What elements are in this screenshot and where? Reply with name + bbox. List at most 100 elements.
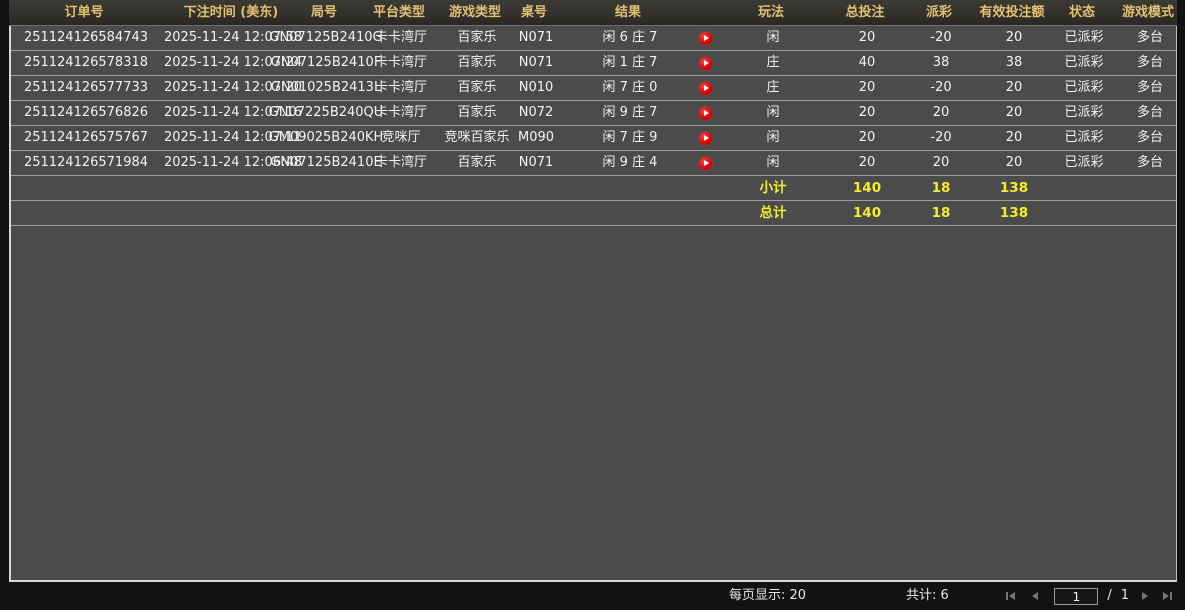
- cell-game_mode: 多台: [1136, 80, 1163, 95]
- play-icon[interactable]: [699, 32, 712, 45]
- cell-platform: 卡卡湾厅: [374, 105, 427, 120]
- column-header-payout[interactable]: 派彩: [925, 5, 952, 20]
- cell-game_type: 百家乐: [457, 105, 497, 120]
- cell-table_no: N071: [518, 155, 554, 170]
- total-pages-label: 1: [1120, 588, 1129, 603]
- play-icon[interactable]: [699, 107, 712, 120]
- cell-game_type: 百家乐: [457, 30, 497, 45]
- cell-result: 闲 9 庄 4: [602, 155, 658, 170]
- cell-total_bet: 20: [858, 80, 876, 95]
- prev-page-icon[interactable]: [1030, 589, 1045, 603]
- column-header-game_type[interactable]: 游戏类型: [448, 5, 501, 20]
- cell-status: 已派彩: [1064, 130, 1104, 145]
- pager: / 1: [1006, 582, 1177, 610]
- total-count-label: 共计: 6: [906, 588, 949, 603]
- cell-play_type: 闲: [766, 30, 780, 45]
- cell-valid_bet: 20: [1005, 130, 1023, 145]
- cell-table_no: M090: [517, 130, 555, 145]
- cell-payout: -20: [930, 30, 952, 45]
- column-header-round_no[interactable]: 局号: [310, 5, 337, 20]
- cell-game_mode: 多台: [1136, 30, 1163, 45]
- column-header-order_no[interactable]: 订单号: [64, 5, 104, 20]
- cell-play_type: 闲: [766, 155, 780, 170]
- table-row[interactable]: 251124126571984 2025-11-24 12:06:48 GN0712…: [11, 151, 1176, 176]
- table-row[interactable]: 251124126577733 2025-11-24 12:07:20 GN0102…: [11, 76, 1176, 101]
- cell-order_no: 251124126571984: [23, 155, 149, 170]
- cell-total_bet: 20: [858, 155, 876, 170]
- cell-result: 闲 1 庄 7: [602, 55, 658, 70]
- column-header-result[interactable]: 结果: [614, 5, 641, 20]
- cell-game_type: 百家乐: [457, 55, 497, 70]
- column-header-play_type[interactable]: 玩法: [757, 5, 784, 20]
- next-page-icon[interactable]: [1138, 589, 1153, 603]
- cell-play_type: 闲: [766, 105, 780, 120]
- column-header-game_mode[interactable]: 游戏模式: [1121, 5, 1174, 20]
- cell-table_no: N071: [518, 55, 554, 70]
- summary-valid_bet: 138: [999, 180, 1029, 196]
- play-icon[interactable]: [699, 57, 712, 70]
- cell-status: 已派彩: [1064, 55, 1104, 70]
- column-header-table_no[interactable]: 桌号: [520, 5, 547, 20]
- column-header-platform[interactable]: 平台类型: [372, 5, 425, 20]
- cell-valid_bet: 20: [1005, 30, 1023, 45]
- page-number-input[interactable]: [1054, 587, 1099, 605]
- cell-bet_time: 2025-11-24 12:07:24: [163, 55, 303, 70]
- cell-bet_time: 2025-11-24 12:07:20: [163, 80, 303, 95]
- cell-valid_bet: 20: [1005, 105, 1023, 120]
- cell-bet_time: 2025-11-24 12:07:11: [163, 130, 303, 145]
- cell-payout: -20: [930, 80, 952, 95]
- cell-game_mode: 多台: [1136, 105, 1163, 120]
- column-header-total_bet[interactable]: 总投注: [845, 5, 885, 20]
- cell-order_no: 251124126584743: [23, 30, 149, 45]
- cell-order_no: 251124126575767: [23, 130, 149, 145]
- table-row[interactable]: 251124126575767 2025-11-24 12:07:11 GM0902…: [11, 126, 1176, 151]
- cell-game_type: 百家乐: [457, 80, 497, 95]
- cell-bet_time: 2025-11-24 12:07:16: [163, 105, 303, 120]
- play-icon[interactable]: [699, 157, 712, 170]
- first-page-icon[interactable]: [1006, 589, 1021, 603]
- table-row[interactable]: 251124126578318 2025-11-24 12:07:24 GN0712…: [11, 51, 1176, 76]
- cell-payout: 38: [932, 55, 950, 70]
- cell-total_bet: 40: [858, 55, 876, 70]
- summary-payout: 18: [931, 180, 951, 196]
- cell-valid_bet: 20: [1005, 80, 1023, 95]
- cell-table_no: N071: [518, 30, 554, 45]
- table-header-row: 订单号 下注时间 (美东) 局号 平台类型 游戏类型 桌号 结果 玩法 总投注 派彩 有效投注额 状态…: [9, 0, 1177, 26]
- summary-payout: 18: [931, 205, 951, 221]
- last-page-icon[interactable]: [1162, 589, 1177, 603]
- cell-game_type: 百家乐: [457, 155, 497, 170]
- cell-table_no: N010: [518, 80, 554, 95]
- play-icon[interactable]: [699, 82, 712, 95]
- cell-payout: -20: [930, 130, 952, 145]
- cell-round_no: GN01025B2413L: [270, 80, 382, 95]
- summary-row: 小计 140 18 138: [11, 176, 1176, 201]
- cell-result: 闲 7 庄 0: [602, 80, 658, 95]
- cell-round_no: GN07125B2410E: [270, 155, 382, 170]
- cell-result: 闲 6 庄 7: [602, 30, 658, 45]
- column-header-valid_bet[interactable]: 有效投注额: [979, 5, 1045, 20]
- cell-result: 闲 9 庄 7: [602, 105, 658, 120]
- cell-platform: 卡卡湾厅: [374, 155, 427, 170]
- column-header-bet_time[interactable]: 下注时间 (美东): [183, 5, 279, 20]
- play-icon[interactable]: [699, 132, 712, 145]
- cell-play_type: 庄: [766, 55, 780, 70]
- summary-play_type: 总计: [759, 205, 787, 221]
- cell-status: 已派彩: [1064, 80, 1104, 95]
- table-row[interactable]: 251124126576826 2025-11-24 12:07:16 GN0722…: [11, 101, 1176, 126]
- cell-platform: 竞咪厅: [381, 130, 421, 145]
- summary-valid_bet: 138: [999, 205, 1029, 221]
- cell-result: 闲 7 庄 9: [602, 130, 658, 145]
- cell-round_no: GM09025B240KH: [268, 130, 384, 145]
- table-row[interactable]: 251124126584743 2025-11-24 12:07:58 GN0712…: [11, 26, 1176, 51]
- cell-game_mode: 多台: [1136, 130, 1163, 145]
- cell-table_no: N072: [518, 105, 554, 120]
- cell-order_no: 251124126577733: [23, 80, 149, 95]
- column-header-status[interactable]: 状态: [1068, 5, 1095, 20]
- cell-play_type: 闲: [766, 130, 780, 145]
- cell-bet_time: 2025-11-24 12:07:58: [163, 30, 303, 45]
- page-size-label: 每页显示: 20: [729, 588, 807, 603]
- summary-total_bet: 140: [852, 205, 882, 221]
- cell-platform: 卡卡湾厅: [374, 55, 427, 70]
- cell-total_bet: 20: [858, 105, 876, 120]
